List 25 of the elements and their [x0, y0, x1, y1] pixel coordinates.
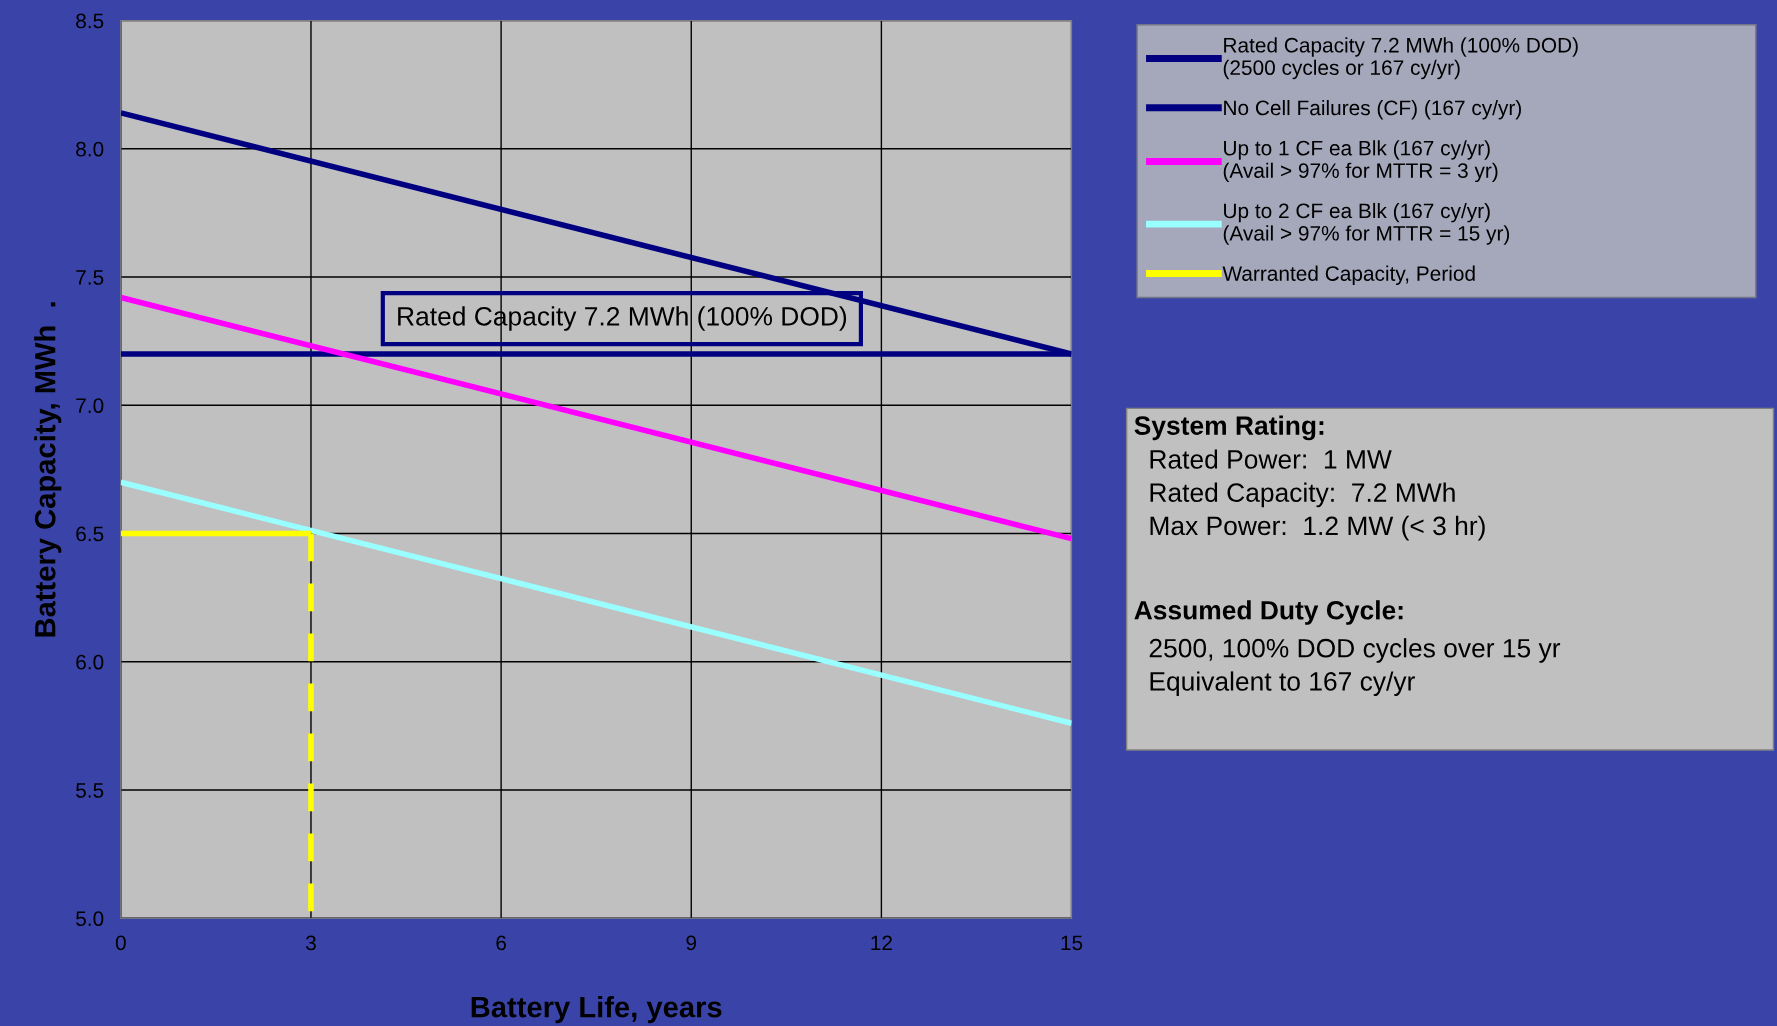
y-tick-label: 5.5: [76, 783, 104, 798]
y-tick-label: 7.5: [76, 270, 104, 285]
x-tick-label: 6: [496, 935, 506, 951]
legend-label: Up to 2 CF ea Blk (167 cy/yr) (Avail > 97% for MTTR = 15 yr): [1223, 202, 1510, 245]
y-tick-label: 6.0: [76, 654, 104, 670]
y-tick-label: 7.0: [76, 398, 104, 414]
legend-label: Warranted Capacity, Period: [1222, 265, 1475, 286]
legend-label: Up to 1 CF ea Blk (167 cy/yr) (Avail > 97% for MTTR = 3 yr): [1223, 140, 1498, 183]
text: Rated Power: 1 MW Rated Capacity: 7.2 MWh Max Power: 1.2 MW (< 3 hr): [1150, 449, 1485, 541]
x-tick-label: 12: [871, 935, 892, 951]
x-tick-label: 15: [1061, 935, 1083, 951]
x-axis-title: Battery Life, years: [471, 996, 722, 1024]
y-axis-title: Battery Capacity, MWh .: [34, 302, 62, 637]
x-tick-label: 9: [686, 935, 697, 951]
y-tick-label: 5.0: [76, 911, 104, 927]
y-tick-label: 8.0: [76, 141, 104, 157]
y-tick-label: 6.5: [76, 526, 104, 542]
text: Assumed Duty Cycle:: [1134, 600, 1403, 625]
legend-label: Rated Capacity 7.2 MWh (100% DOD) (2500 cycles or 167 cy/yr): [1223, 37, 1578, 80]
x-tick-label: 3: [305, 935, 316, 951]
legend-label: No Cell Failures (CF) (167 cy/yr): [1224, 99, 1521, 120]
text: System Rating:: [1134, 415, 1324, 441]
text: 2500, 100% DOD cycles over 15 yr Equivalent to 167 cy/yr: [1149, 638, 1561, 696]
y-tick-label: 8.5: [76, 13, 104, 29]
x-tick-label: 0: [115, 935, 126, 951]
